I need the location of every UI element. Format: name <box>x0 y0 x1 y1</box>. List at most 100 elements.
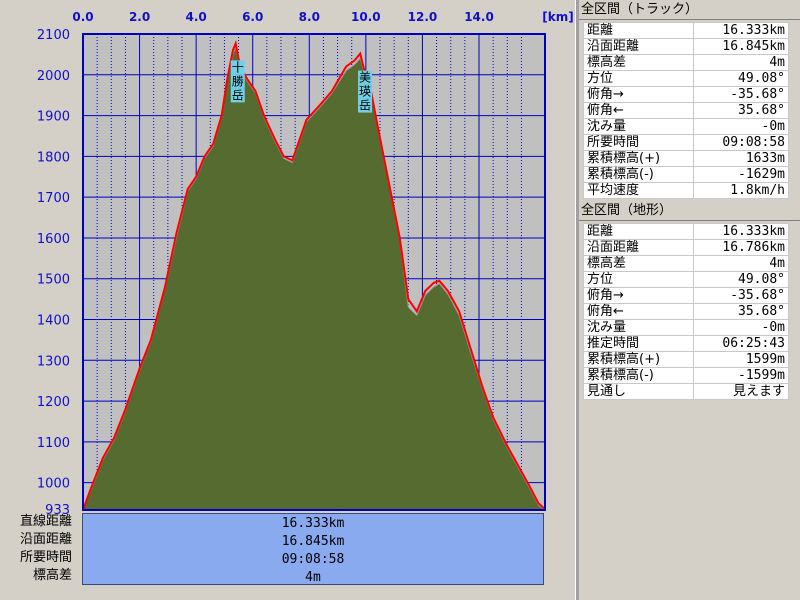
y-tick-label: 1300 <box>37 354 70 369</box>
peak-label-bg <box>230 88 245 103</box>
info-row: 俯角← 35.68° <box>583 303 790 320</box>
info-row: 俯角← 35.68° <box>583 102 790 119</box>
y-tick-label: 1100 <box>37 436 70 451</box>
info-row: 所要時間 09:08:58 <box>583 134 790 151</box>
info-row: 沿面距離 16.786km <box>583 239 790 256</box>
info-row: 沈み量 -0m <box>583 118 790 135</box>
elevation-profile-chart[interactable]: 0.0 2.0 4.0 6.0 8.0 10.0 12.0 14.0 [km] 1000 1100 1… <box>0 0 575 600</box>
info-key: 方位 <box>583 70 694 87</box>
info-row: 標高差 4m <box>583 255 790 272</box>
info-value: 09:08:58 <box>692 134 790 151</box>
info-value: 4m <box>692 255 790 272</box>
peak-label-char: 瑛 <box>359 85 371 99</box>
peak-label-bg <box>230 74 245 89</box>
info-value: -0m <box>692 118 790 135</box>
peak-label-bg <box>358 98 373 113</box>
info-value: 49.08° <box>692 70 790 87</box>
info-row: 累積標高(+) 1599m <box>583 351 790 368</box>
peak-label-char: 十 <box>232 60 244 74</box>
summary-label: 直線距離 <box>19 514 72 529</box>
summary-value-elevation-diff: 4m <box>305 570 321 585</box>
info-value: 06:25:43 <box>692 335 790 352</box>
info-key: 平均速度 <box>583 182 694 199</box>
y-tick-label: 1700 <box>37 191 70 206</box>
info-key: 所要時間 <box>583 134 694 151</box>
info-key: 累積標高(+) <box>583 150 694 167</box>
peak-label-char: 岳 <box>232 88 244 102</box>
x-tick-label: 6.0 <box>242 10 263 24</box>
info-key: 俯角← <box>583 303 694 320</box>
info-value: 1633m <box>692 150 790 167</box>
x-tick-label: 10.0 <box>351 10 381 24</box>
summary-value-straight-distance: 16.333km <box>281 516 345 531</box>
info-value: 16.333km <box>692 223 790 240</box>
info-value: 4m <box>692 54 790 71</box>
info-key: 見通し <box>583 383 694 400</box>
info-key: 沿面距離 <box>583 239 694 256</box>
y-tick-label: 2000 <box>37 69 70 84</box>
info-row: 推定時間 06:25:43 <box>583 335 790 352</box>
x-tick-label: 4.0 <box>186 10 207 24</box>
y-tick-label: 1400 <box>37 314 70 329</box>
track-info-table: 距離 16.333km 沿面距離 16.845km 標高差 4m 方位 49.08° 俯角→ -3… <box>583 22 790 199</box>
info-key: 標高差 <box>583 54 694 71</box>
info-key: 標高差 <box>583 255 694 272</box>
summary-label: 標高差 <box>32 568 72 583</box>
info-value: 16.786km <box>692 239 790 256</box>
info-key: 沈み量 <box>583 319 694 336</box>
info-value: 16.333km <box>692 22 790 39</box>
y-tick-label: 1000 <box>37 477 70 492</box>
info-row: 俯角→ -35.68° <box>583 287 790 304</box>
info-value: 16.845km <box>692 38 790 55</box>
peak-label-bg <box>358 84 373 99</box>
info-key: 沿面距離 <box>583 38 694 55</box>
info-row: 累積標高(-) -1629m <box>583 166 790 183</box>
info-row: 沈み量 -0m <box>583 319 790 336</box>
info-value: 1.8km/h <box>692 182 790 199</box>
info-key: 累積標高(+) <box>583 351 694 368</box>
info-key: 俯角→ <box>583 287 694 304</box>
summary-label: 所要時間 <box>19 550 72 565</box>
y-tick-label: 2100 <box>37 28 70 43</box>
x-tick-label: 2.0 <box>129 10 150 24</box>
info-row: 見通し 見えます <box>583 383 790 400</box>
info-value: 1599m <box>692 351 790 368</box>
info-value: -35.68° <box>692 287 790 304</box>
info-value: -35.68° <box>692 86 790 103</box>
summary-value-duration: 09:08:58 <box>281 552 345 567</box>
peak-label-bg <box>230 60 245 75</box>
info-row: 距離 16.333km <box>583 22 790 39</box>
info-row: 平均速度 1.8km/h <box>583 182 790 199</box>
info-key: 距離 <box>583 22 694 39</box>
info-row: 沿面距離 16.845km <box>583 38 790 55</box>
info-value: -1599m <box>692 367 790 384</box>
peak-label-bg <box>358 70 373 85</box>
y-tick-label: 1600 <box>37 232 70 247</box>
info-value: 49.08° <box>692 271 790 288</box>
info-row: 累積標高(+) 1633m <box>583 150 790 167</box>
track-line <box>82 39 546 511</box>
info-row: 方位 49.08° <box>583 271 790 288</box>
info-pane: 全区間（トラック） 距離 16.333km 沿面距離 16.845km 標高差 4m 方位 4… <box>579 0 800 600</box>
pane-splitter[interactable] <box>575 0 579 600</box>
info-value: 35.68° <box>692 303 790 320</box>
info-value: 35.68° <box>692 102 790 119</box>
profile-pane: 0.0 2.0 4.0 6.0 8.0 10.0 12.0 14.0 [km] 1000 1100 1… <box>0 0 575 600</box>
info-key: 方位 <box>583 271 694 288</box>
info-row: 標高差 4m <box>583 54 790 71</box>
track-section-title: 全区間（トラック） <box>579 0 800 20</box>
plot-border <box>82 33 546 511</box>
summary-labels: 直線距離 沿面距離 所要時間 標高差 <box>0 513 72 585</box>
x-unit-label: [km] <box>542 10 573 24</box>
info-key: 推定時間 <box>583 335 694 352</box>
x-tick-label: 12.0 <box>408 10 438 24</box>
terrain-info-table: 距離 16.333km 沿面距離 16.786km 標高差 4m 方位 49.08° 俯角→ -3… <box>583 223 790 400</box>
info-key: 累積標高(-) <box>583 367 694 384</box>
y-tick-label: 1200 <box>37 395 70 410</box>
x-tick-label: 14.0 <box>464 10 494 24</box>
info-key: 俯角→ <box>583 86 694 103</box>
info-row: 方位 49.08° <box>583 70 790 87</box>
x-tick-label: 8.0 <box>299 10 320 24</box>
peak-label-char: 美 <box>359 71 371 85</box>
info-row: 俯角→ -35.68° <box>583 86 790 103</box>
